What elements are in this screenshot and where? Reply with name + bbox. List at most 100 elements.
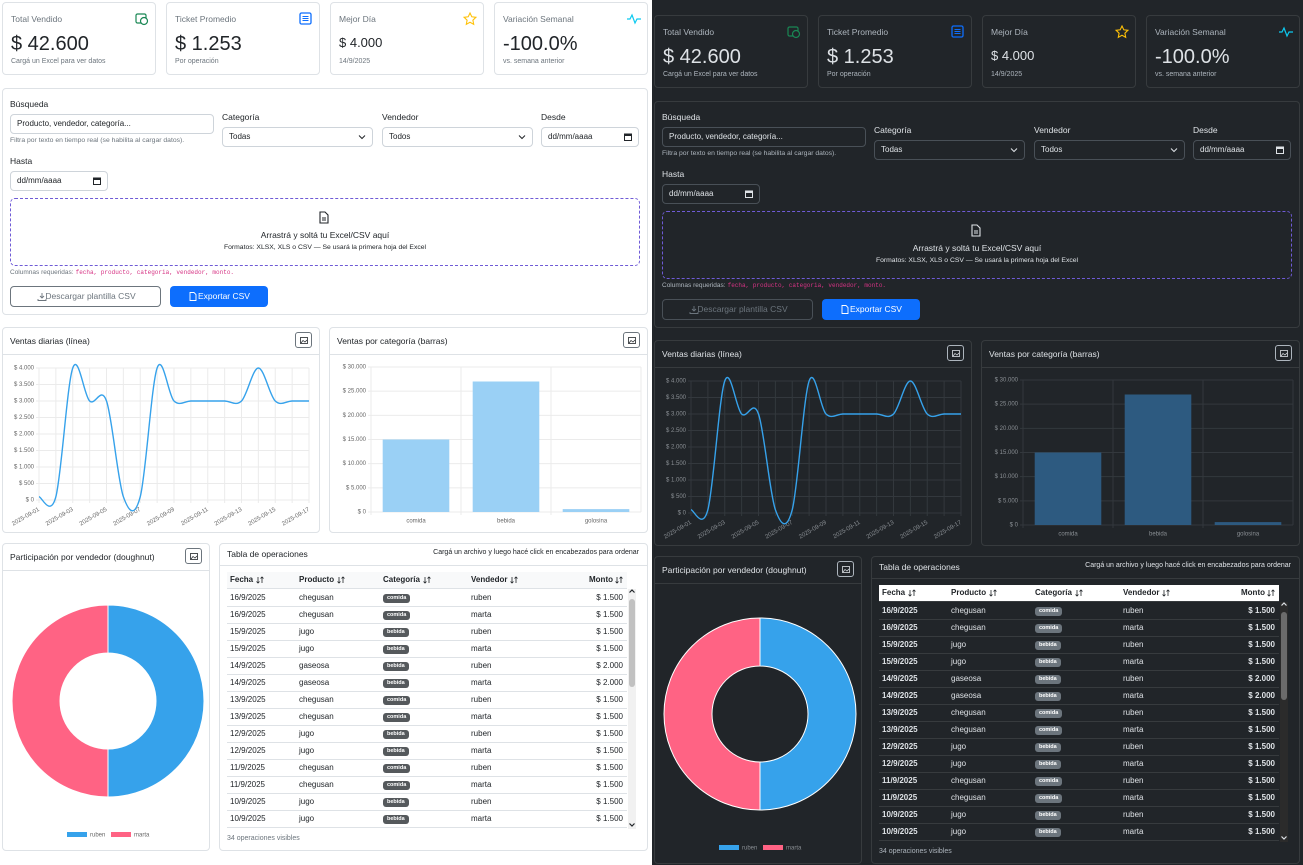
seller-select[interactable]: Todos xyxy=(382,127,533,147)
y-tick-label: $ 3.500 xyxy=(666,395,687,401)
x-tick-label: 2025-09-09 xyxy=(146,507,176,528)
search-input[interactable]: Producto, vendedor, categoría... xyxy=(10,114,214,134)
from-date[interactable]: dd/mm/aaaa xyxy=(541,127,639,147)
kpi-icon xyxy=(1279,26,1293,38)
image-button[interactable] xyxy=(185,548,202,564)
image-button[interactable] xyxy=(295,332,312,348)
icon-shape xyxy=(37,293,47,301)
column-header[interactable]: Vendedor xyxy=(471,575,519,584)
legend-label: marta xyxy=(786,846,802,852)
kpi-icon xyxy=(951,25,964,38)
image-button[interactable] xyxy=(623,332,640,348)
column-header[interactable]: Producto xyxy=(951,588,997,597)
kpi-label: Ticket Promedio xyxy=(827,27,889,37)
category-badge: bebida xyxy=(383,662,409,671)
to-date[interactable]: dd/mm/aaaa xyxy=(10,171,108,191)
image-icon xyxy=(1280,350,1288,357)
from-date[interactable]: dd/mm/aaaa xyxy=(1193,140,1291,160)
column-header[interactable]: Categoría xyxy=(1035,588,1083,597)
download-button[interactable]: Descargar plantilla CSV xyxy=(10,286,161,307)
table-footer: 34 operaciones visibles xyxy=(879,848,952,855)
column-header[interactable]: Fecha xyxy=(230,575,264,584)
row-line xyxy=(227,742,627,743)
chart-svg: $ 0 $ 500 $ 1.000 $ 1.500 $ 2.000 $ 2.500 $ 3.… xyxy=(663,377,963,541)
required-label: Columnas requeridas: xyxy=(10,269,74,276)
table-cell: marta xyxy=(1123,759,1144,768)
date-icon xyxy=(93,177,101,185)
chart-title: Ventas por categoría (barras) xyxy=(989,349,1100,359)
column-header[interactable]: Producto xyxy=(299,575,345,584)
table-cell: chegusan xyxy=(951,725,986,734)
x-tick-label: 2025-09-05 xyxy=(731,520,761,541)
column-label: Monto xyxy=(1241,588,1265,597)
table-cell: jugo xyxy=(951,810,967,819)
category-badge: bebida xyxy=(1035,658,1061,667)
category-badge: comida xyxy=(1035,709,1063,718)
export-button[interactable]: Exportar CSV xyxy=(822,299,920,320)
chart-title: Ventas diarias (línea) xyxy=(10,336,90,346)
category-select[interactable]: Todas xyxy=(222,127,373,147)
column-header[interactable]: Vendedor xyxy=(1123,588,1171,597)
kpi-icon xyxy=(1114,24,1130,39)
legend-swatch xyxy=(111,832,131,837)
table-cell: $ 1.500 xyxy=(596,763,623,772)
table-card: Tabla de operaciones Cargá un archivo y l… xyxy=(871,556,1300,864)
x-tick-label: 2025-09-07 xyxy=(112,507,142,528)
table-cell: $ 1.500 xyxy=(1248,623,1275,632)
dropzone[interactable]: Arrastrá y soltá tu Excel/CSV aquí Format… xyxy=(10,198,640,266)
field-label: Búsqueda xyxy=(662,112,701,122)
column-header[interactable]: Categoría xyxy=(383,575,431,584)
image-button[interactable] xyxy=(837,561,854,577)
category-badge: comida xyxy=(383,594,411,603)
y-tick-label: $ 25.000 xyxy=(343,389,367,395)
image-button[interactable] xyxy=(947,345,964,361)
table-cell: marta xyxy=(471,678,492,687)
table-header-row: Fecha Producto Categoría Vendedor Monto xyxy=(227,572,627,589)
y-tick-label: $ 4.000 xyxy=(666,379,687,385)
calendar xyxy=(1276,147,1284,149)
download-icon xyxy=(37,293,47,301)
image-button[interactable] xyxy=(1275,345,1292,361)
download-button[interactable]: Descargar plantilla CSV xyxy=(662,299,813,320)
category-badge: bebida xyxy=(383,798,409,807)
table-cell: marta xyxy=(471,712,492,721)
kpi-card: Mejor Día $ 4.000 14/9/2025 xyxy=(982,15,1136,88)
select-caret xyxy=(358,135,366,140)
chart-title: Ventas por categoría (barras) xyxy=(337,336,448,346)
dark-theme: Total Vendido $ 42.600 Cargá un Excel para… xyxy=(652,0,1303,865)
y-tick-label: $ 2.500 xyxy=(666,428,687,434)
column-header[interactable]: Fecha xyxy=(882,588,916,597)
chart-card: Ventas por categoría (barras) $ 0 $ 5.000 $… xyxy=(981,340,1300,546)
column-header[interactable]: Monto xyxy=(589,575,623,584)
dropzone[interactable]: Arrastrá y soltá tu Excel/CSV aquí Format… xyxy=(662,211,1292,279)
category-select[interactable]: Todas xyxy=(874,140,1025,160)
scroll-track xyxy=(1280,602,1288,842)
row-line xyxy=(879,840,1279,841)
sort-icon xyxy=(1267,589,1275,597)
chart-svg: $ 0 $ 500 $ 1.000 $ 1.500 $ 2.000 $ 2.500 $ 3.… xyxy=(11,364,311,528)
file-shape xyxy=(971,224,981,237)
icon-shape xyxy=(952,352,960,357)
table-cell: 11/9/2025 xyxy=(230,780,265,789)
icon-shape xyxy=(302,16,309,21)
category-badge: bebida xyxy=(383,730,409,739)
to-date[interactable]: dd/mm/aaaa xyxy=(662,184,760,204)
sort-icon xyxy=(989,589,997,597)
seller-select[interactable]: Todos xyxy=(1034,140,1185,160)
kpi-card: Ticket Promedio $ 1.253 Por operación xyxy=(818,15,972,88)
export-button[interactable]: Exportar CSV xyxy=(170,286,268,307)
column-header[interactable]: Monto xyxy=(1241,588,1275,597)
row-line xyxy=(879,619,1279,620)
arrow xyxy=(1281,836,1287,840)
legend-swatch xyxy=(67,832,87,837)
kpi-value: $ 4.000 xyxy=(991,48,1035,63)
icon-shape xyxy=(139,16,149,26)
row-line xyxy=(227,640,627,641)
category-badge: bebida xyxy=(1035,743,1061,752)
search-input[interactable]: Producto, vendedor, categoría... xyxy=(662,127,866,147)
y-tick-label: $ 30.000 xyxy=(995,378,1019,384)
row-line xyxy=(227,759,627,760)
kpi-note: Cargá un Excel para ver datos xyxy=(11,58,106,65)
row-line xyxy=(879,738,1279,739)
category-badge: comida xyxy=(1035,777,1063,786)
